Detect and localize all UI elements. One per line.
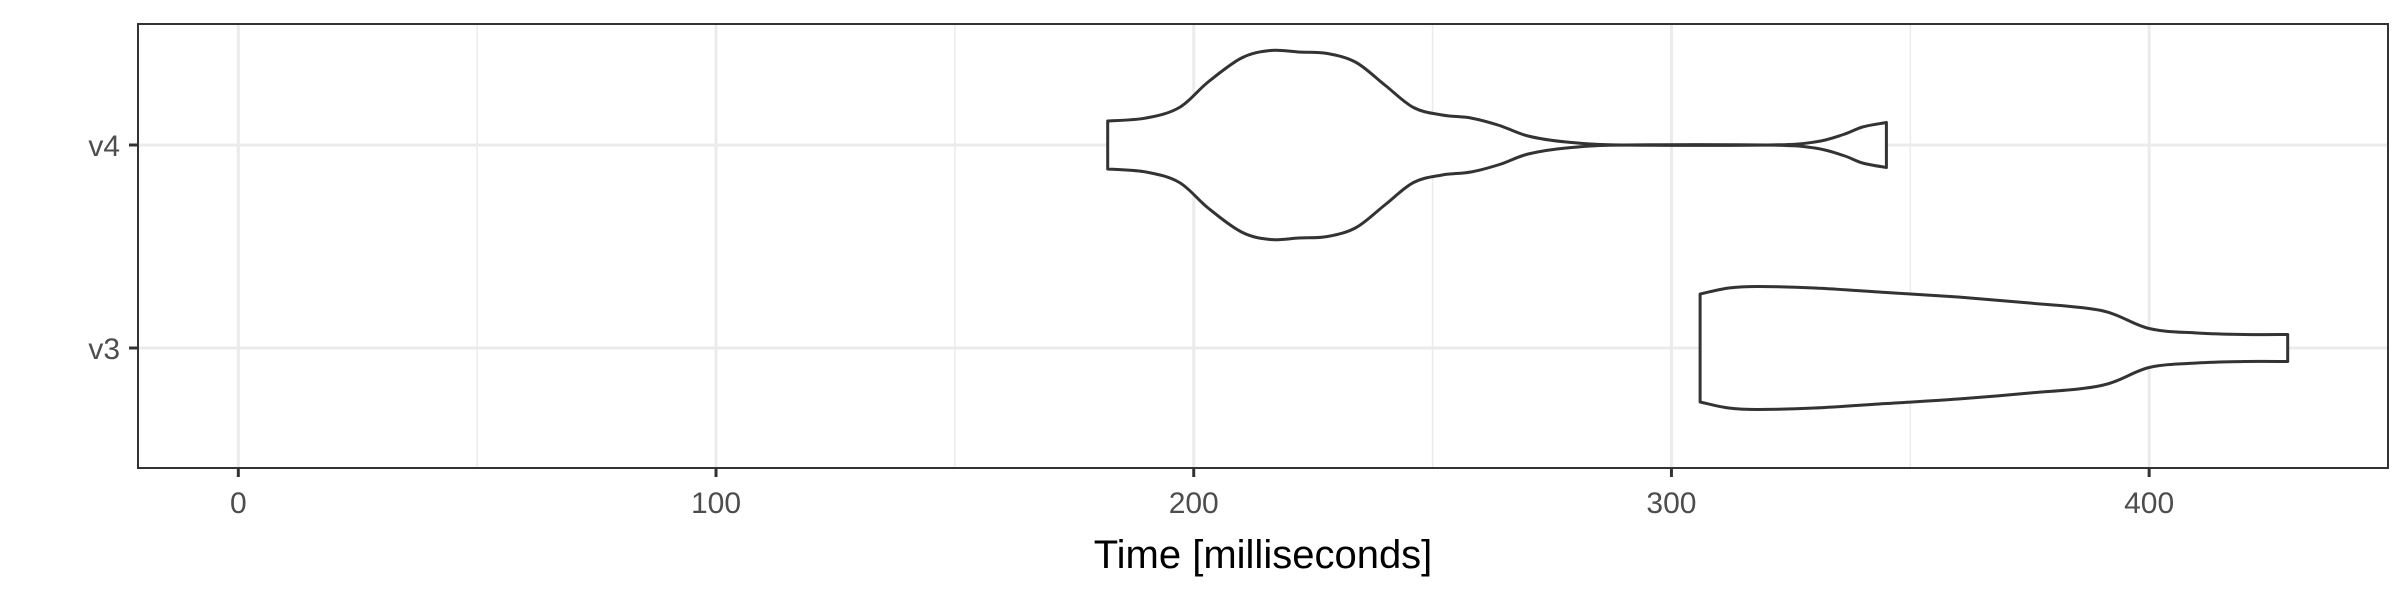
- x-tick-label: 400: [2124, 487, 2174, 520]
- violin-v4: [1106, 48, 1888, 242]
- x-tick-label: 300: [1646, 487, 1696, 520]
- x-tick-label: 100: [691, 487, 741, 520]
- panel-border: [137, 23, 2389, 469]
- axis-layer: 0 100 200 300 400 v3 v4: [88, 130, 2174, 520]
- y-tick-label-v4: v4: [88, 130, 120, 163]
- x-axis-title: Time [milliseconds]: [1094, 533, 1433, 577]
- y-tick-label-v3: v3: [88, 333, 120, 366]
- violin-layer: [1106, 48, 2290, 411]
- x-tick-label: 200: [1169, 487, 1219, 520]
- violin-v3: [1698, 285, 2290, 411]
- x-tick-label: 0: [230, 487, 247, 520]
